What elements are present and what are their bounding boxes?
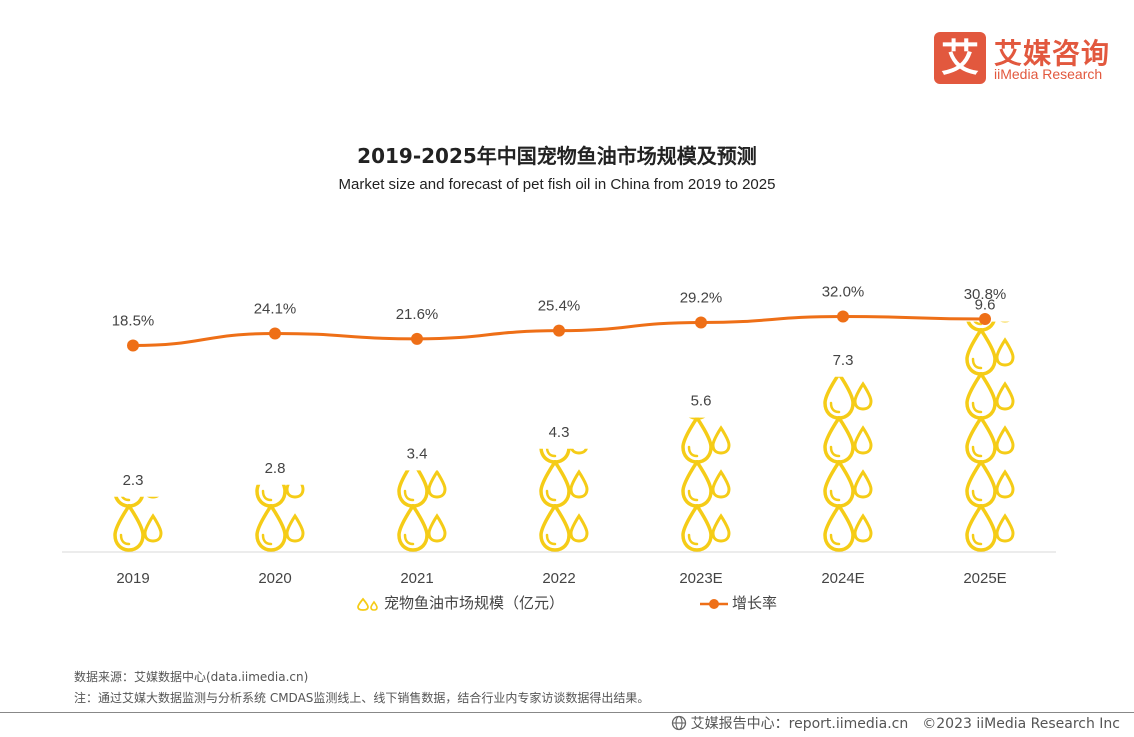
bar-value-label: 2.8 [265,460,286,477]
legend-drop-icon [357,597,378,611]
bar-2023E [681,330,731,552]
bar-value-label: 5.6 [691,393,712,410]
oil-drop-icon [113,504,163,552]
legend-label-market-size: 宠物鱼油市场规模（亿元） [384,594,565,612]
growth-rate-point [979,313,991,326]
oil-drop-icon [681,504,731,552]
bar-value-label: 7.3 [833,352,854,369]
oil-drop-icon [539,504,589,552]
oil-drop-icon [965,504,1015,552]
chart-title: 2019-2025年中国宠物鱼油市场规模及预测 [357,144,757,168]
chart-subtitle: Market size and forecast of pet fish oil… [338,176,776,193]
logo-english-name: iiMedia Research [994,66,1103,82]
x-tick-label: 2019 [116,570,149,587]
bar-value-label: 4.3 [549,424,570,441]
oil-drop-icon [541,374,587,418]
oil-drop-icon [965,416,1015,464]
growth-rate-point [411,332,423,345]
footer-copyright: ©2023 iiMedia Research Inc [922,716,1120,732]
x-tick-label: 2023E [679,570,722,587]
x-tick-label: 2020 [258,570,291,587]
oil-drop-icon [823,416,873,464]
globe-icon [671,715,686,731]
x-tick-label: 2024E [821,570,864,587]
method-note: 注：通过艾媒大数据监测与分析系统 CMDAS监测线上、线下销售数据，结合行业内专… [74,691,650,705]
bar-value-label: 3.4 [407,445,428,462]
footer-divider [0,712,1134,713]
logo-mark: 艾 [934,32,986,84]
footer-report-site[interactable]: 艾媒报告中心：report.iimedia.cn [690,716,909,732]
bar-value-label: 9.6 [975,297,996,314]
oil-drop-icon [823,460,873,508]
x-tick-label: 2021 [400,570,433,587]
x-tick-label: 2025E [963,570,1006,587]
oil-drop-icon [967,242,1013,286]
chart-notes: 数据来源：艾媒数据中心(data.iimedia.cn) 注：通过艾媒大数据监测… [74,668,649,710]
data-source-note: 数据来源：艾媒数据中心(data.iimedia.cn) [74,670,309,684]
oil-drop-icon [681,460,731,508]
oil-drop-icon [115,418,161,462]
oil-drop-icon [255,504,305,552]
growth-rate-label: 25.4% [538,298,581,315]
growth-rate-point [553,324,565,337]
chart-legend: 宠物鱼油市场规模（亿元） 增长率 [0,592,1134,614]
growth-rate-label: 21.6% [396,306,439,323]
bar-2020 [255,418,305,552]
growth-rate-label: 18.5% [112,313,155,330]
growth-rate-point [127,339,139,352]
oil-drop-icon [539,460,589,508]
page-footer: 艾媒报告中心：report.iimedia.cn ©2023 iiMedia Re… [671,713,1120,733]
oil-drop-icon [823,504,873,552]
growth-rate-label: 29.2% [680,289,723,306]
oil-drop-icon [397,470,447,508]
growth-rate-point [269,327,281,340]
oil-drop-icon [397,504,447,552]
legend-label-growth-rate: 增长率 [732,594,778,612]
logo-glyph: 艾 [940,36,979,80]
legend-item-growth-rate: 增长率 [700,592,777,613]
oil-drop-icon [965,328,1015,376]
x-tick-label: 2022 [542,570,575,587]
bar-2022 [539,374,589,552]
growth-rate-point [837,310,849,323]
oil-drop-icon [681,417,731,464]
oil-drop-icon [823,376,873,420]
bar-value-label: 2.3 [123,472,144,489]
growth-rate-label: 24.1% [254,300,297,317]
bar-2021 [397,470,447,552]
oil-drop-icon [257,418,303,462]
legend-item-market-size: 宠物鱼油市场规模（亿元） [356,592,564,613]
oil-drop-icon [683,330,729,374]
growth-rate-label: 30.8% [964,286,1007,303]
legend-line-icon [700,598,728,609]
logo-chinese-name: 艾媒咨询 [994,37,1111,70]
oil-drop-icon [965,372,1015,420]
oil-drop-icon [965,460,1015,508]
growth-rate-point [695,316,707,329]
growth-rate-label: 32.0% [822,283,865,300]
brand-logo: 艾 艾媒咨询 iiMedia Research [934,32,1124,88]
